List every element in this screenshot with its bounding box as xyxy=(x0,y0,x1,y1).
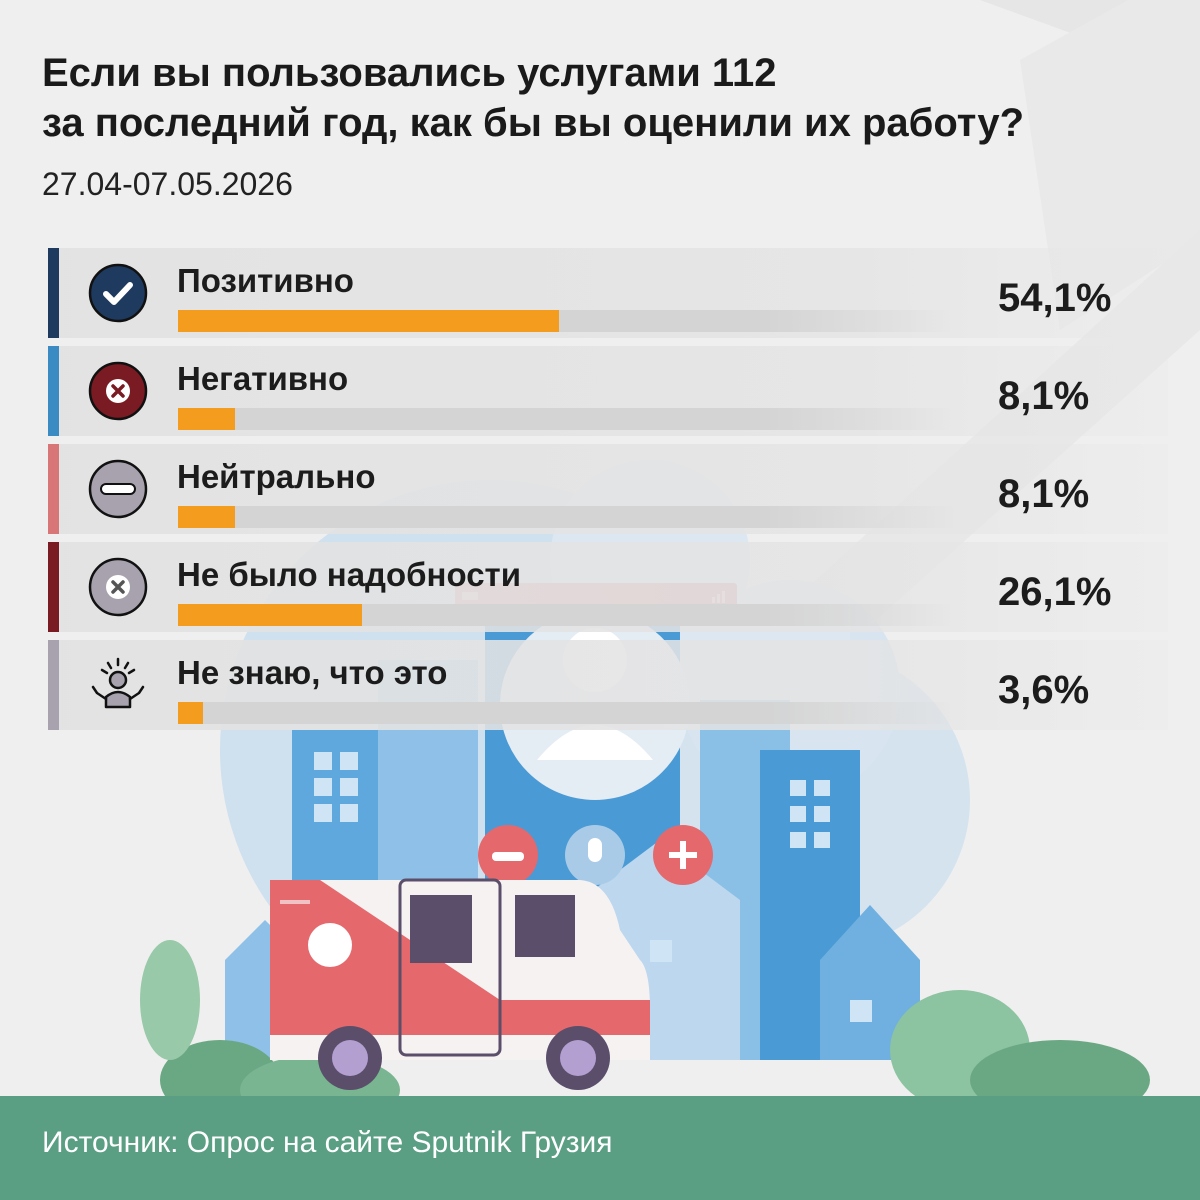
row-edge xyxy=(48,248,59,338)
value-label: 3,6% xyxy=(998,668,1090,712)
x-circle-icon xyxy=(88,361,148,421)
bar-no-need xyxy=(178,604,362,626)
row-edge xyxy=(48,640,59,730)
category-label: Нейтрально xyxy=(177,458,376,495)
chart-title-line-2: за последний год, как бы вы оценили их р… xyxy=(42,101,1025,145)
value-label: 54,1% xyxy=(998,276,1112,320)
category-label: Позитивно xyxy=(177,262,354,299)
bar-track xyxy=(178,702,958,724)
action-buttons-graphic xyxy=(478,825,713,885)
bar-track xyxy=(178,506,958,528)
category-label: Не знаю, что это xyxy=(177,654,448,691)
value-label: 8,1% xyxy=(998,472,1090,516)
bar-track xyxy=(178,604,958,626)
source-text: Источник: Опрос на сайте Sputnik Грузия xyxy=(42,1126,613,1159)
value-label: 26,1% xyxy=(998,570,1112,614)
ambulance-graphic xyxy=(270,878,650,1090)
bar-row-negative: Негативно 8,1% xyxy=(48,346,1168,436)
chart-subtitle: 27.04-07.05.2026 xyxy=(42,166,293,202)
bar-row-neutral: Нейтрально 8,1% xyxy=(48,444,1168,534)
bar-row-positive: Позитивно 54,1% xyxy=(48,248,1168,338)
row-edge xyxy=(48,542,59,632)
row-edge xyxy=(48,346,59,436)
bar-row-dont-know: Не знаю, что это 3,6% xyxy=(48,640,1168,730)
bar-rows: Позитивно 54,1% Негативно 8,1% Нейтральн… xyxy=(48,248,1168,738)
check-circle-icon xyxy=(88,263,148,323)
bar-track xyxy=(178,408,958,430)
chart-title: Если вы пользовались услугами 112 за пос… xyxy=(42,48,1172,148)
bar-positive xyxy=(178,310,560,332)
chart-title-line-1: Если вы пользовались услугами 112 xyxy=(42,51,777,95)
bar-row-no-need: Не было надобности 26,1% xyxy=(48,542,1168,632)
shrug-person-icon xyxy=(91,657,145,709)
x-circle-gray-icon xyxy=(88,557,148,617)
bar-neutral xyxy=(178,506,236,528)
source-footer: Источник: Опрос на сайте Sputnik Грузия xyxy=(0,1096,1200,1200)
bar-dont-know xyxy=(178,702,204,724)
row-edge xyxy=(48,444,59,534)
value-label: 8,1% xyxy=(998,374,1090,418)
bar-track xyxy=(178,310,958,332)
category-label: Не было надобности xyxy=(177,556,522,593)
bar-negative xyxy=(178,408,236,430)
minus-circle-icon xyxy=(88,459,148,519)
category-label: Негативно xyxy=(177,360,349,397)
